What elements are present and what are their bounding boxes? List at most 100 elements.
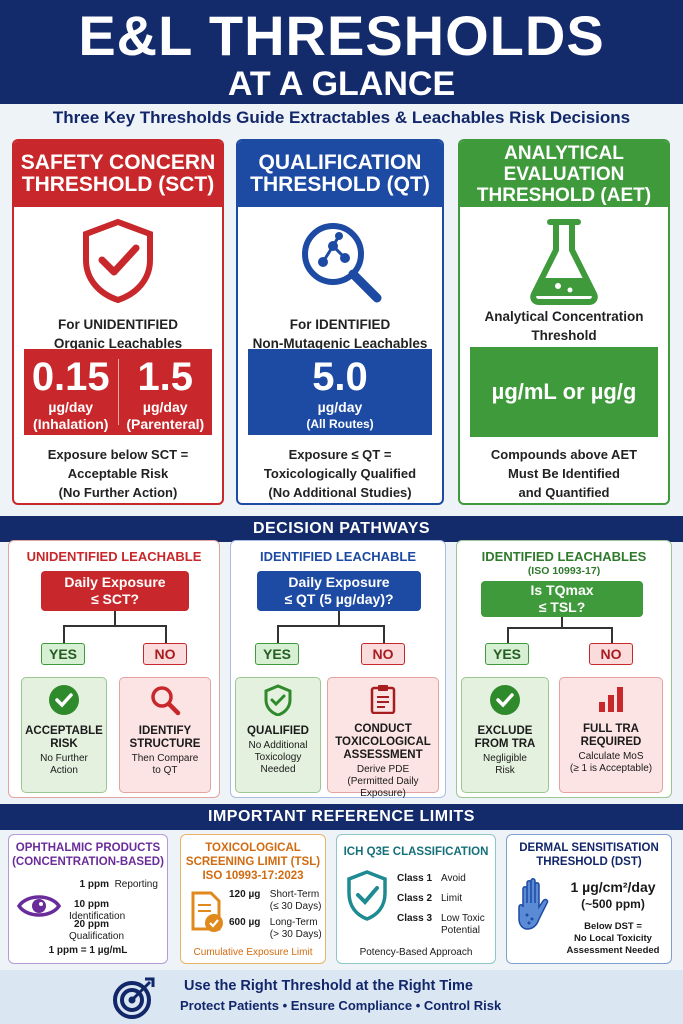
pathway-title: UNIDENTIFIED LEACHABLE — [26, 549, 202, 564]
no-label: NO — [361, 643, 405, 665]
ref-heading-line1: DERMAL SENSITISATION — [519, 842, 659, 854]
connector — [507, 627, 509, 643]
pathway-identified: IDENTIFIED LEACHABLE Daily Exposure ≤ QT… — [230, 540, 446, 799]
result-desc-line2: (Permitted Daily — [347, 776, 419, 787]
qt-card: QUALIFICATION THRESHOLD (QT) For IDENTIF… — [236, 139, 444, 505]
aet-value: µg/mL or µg/g — [470, 347, 658, 437]
sct-inhalation-route: (Inhalation) — [33, 416, 109, 432]
ich-label: Limit — [441, 893, 463, 904]
result-desc-line1: Then Compare — [131, 753, 199, 764]
ref-heading-line2: THRESHOLD (DST) — [536, 856, 642, 868]
oph-label: Identification — [69, 911, 126, 922]
no-label: NO — [143, 643, 187, 665]
aet-scope: Analytical Concentration Threshold — [460, 307, 668, 345]
sct-card: SAFETY CONCERN THRESHOLD (SCT) For UNIDE… — [12, 139, 224, 505]
qt-value: 5.0 — [312, 355, 368, 399]
result-acceptable: ACCEPTABLE RISK No Further Action — [21, 677, 107, 793]
ref-heading-line3: ISO 10993-17:2023 — [202, 870, 304, 882]
tagline: Three Key Thresholds Guide Extractables … — [52, 108, 631, 127]
ich-label-line2: Potential — [441, 925, 480, 936]
qt-note-line3: (No Additional Studies) — [268, 485, 412, 500]
result-exclude: EXCLUDE FROM TRA Negligible Risk — [461, 677, 549, 793]
page-subtitle: AT A GLANCE — [227, 65, 456, 103]
ref-heading: TOXICOLOGICAL SCREENING LIMIT (TSL) ISO … — [181, 841, 325, 883]
tsl-label: Short-Term — [269, 889, 320, 900]
ich-row: Class 2 Limit — [397, 893, 493, 905]
connector — [165, 625, 167, 643]
sct-inhalation-value: 0.15 — [31, 355, 110, 399]
qt-values: 5.0 µg/day (All Routes) — [248, 349, 432, 435]
sct-parenteral: 1.5 µg/day (Parenteral) — [119, 349, 213, 435]
sct-parenteral-unit: µg/day — [142, 399, 188, 415]
oph-value: 10 ppm — [73, 899, 109, 910]
eye-icon — [17, 895, 61, 917]
tsl-label: Long-Term — [269, 917, 318, 928]
result-desc: Derive PDE (Permitted Daily Exposure) — [328, 764, 438, 800]
aet-scope-line1: Analytical Concentration — [484, 309, 644, 324]
tsl-value: 600 µg — [229, 917, 261, 928]
footer-line1: Use the Right Threshold at the Right Tim… — [184, 978, 473, 994]
ich-class: Class 1 — [397, 873, 433, 884]
result-title-line1: CONDUCT — [354, 723, 412, 735]
result-desc-line1: Calculate MoS — [578, 751, 644, 762]
result-title-line2: FROM TRA — [474, 738, 536, 750]
tsl-label-detail: (≤ 30 Days) — [269, 901, 322, 912]
oph-value: 20 ppm — [73, 919, 109, 930]
result-assessment: CONDUCT TOXICOLOGICAL ASSESSMENT Derive PD… — [327, 677, 439, 799]
result-title-line1: EXCLUDE — [477, 725, 533, 737]
tsl-value: 120 µg — [229, 889, 261, 900]
result-desc: Then Compare to QT — [120, 753, 210, 777]
document-check-icon — [191, 891, 223, 932]
tsl-footnote: Cumulative Exposure Limit — [193, 947, 313, 958]
yes-label: YES — [41, 643, 85, 665]
sct-scope: For UNIDENTIFIED Organic Leachables — [14, 315, 222, 353]
qt-note-line2: Toxicologically Qualified — [263, 466, 417, 481]
yes-label: YES — [255, 643, 299, 665]
oph-footnote: 1 ppm = 1 µg/mL — [48, 945, 128, 956]
ich-row: Class 1 Avoid — [397, 873, 493, 885]
result-qualified: QUALIFIED No Additional Toxicology Needed — [235, 677, 321, 793]
check-circle-icon — [49, 685, 79, 715]
pathway-title: IDENTIFIED LEACHABLES (ISO 10993-17) — [457, 549, 671, 579]
target-icon — [113, 977, 155, 1019]
ref-ich: ICH Q3E CLASSIFICATION Class 1 Avoid Clas… — [336, 834, 496, 964]
no-label: NO — [589, 643, 633, 665]
result-title-line1: FULL TRA — [582, 723, 639, 735]
result-desc: Calculate MoS (≥ 1 is Acceptable) — [560, 751, 662, 775]
connector — [63, 625, 65, 643]
oph-label: Reporting — [114, 879, 158, 890]
page-title: E&L THRESHOLDS — [78, 4, 605, 67]
oph-label: Qualification — [69, 931, 125, 942]
connector — [277, 625, 385, 627]
result-full-tra: FULL TRA REQUIRED Calculate MoS (≥ 1 is Ac… — [559, 677, 663, 793]
footer: Use the Right Threshold at the Right Tim… — [0, 970, 683, 1024]
sct-note-line3: (No Further Action) — [58, 485, 178, 500]
decision-box: Is TQmax ≤ TSL? — [481, 581, 643, 617]
result-desc-line3: Exposure) — [360, 788, 406, 799]
result-title-line2: TOXICOLOGICAL — [335, 736, 431, 748]
qt-unit: µg/day — [317, 399, 363, 415]
decision-line1: Daily Exposure — [64, 574, 166, 590]
pathway-title-line2: (ISO 10993-17) — [527, 565, 601, 577]
qt-note: Exposure ≤ QT = Toxicologically Qualifie… — [238, 445, 442, 502]
sct-parenteral-route: (Parenteral) — [126, 416, 205, 432]
tsl-row-long: 600 µg Long-Term (> 30 Days) — [229, 917, 325, 941]
header-banner: E&L THRESHOLDS AT A GLANCE — [0, 0, 683, 104]
oph-row: 10 ppm Identification — [69, 899, 165, 923]
result-desc: Negligible Risk — [462, 753, 548, 777]
sct-inhalation: 0.15 µg/day (Inhalation) — [24, 349, 118, 435]
bar-chart-icon — [599, 687, 623, 712]
qt-scope-line1: For IDENTIFIED — [289, 317, 391, 332]
connector — [277, 625, 279, 643]
connector — [114, 611, 116, 625]
aet-note-line2: Must Be Identified — [508, 466, 620, 481]
oph-row: 1 ppm Reporting — [69, 879, 165, 891]
pathways-title: DECISION PATHWAYS — [0, 516, 683, 542]
result-title-line2: REQUIRED — [580, 736, 642, 748]
refs-title: IMPORTANT REFERENCE LIMITS — [0, 804, 683, 830]
result-desc-line2: Toxicology — [254, 752, 302, 763]
qt-scope-line2: Non-Mutagenic Leachables — [252, 336, 428, 351]
pathway-title-line1: IDENTIFIED LEACHABLES — [481, 549, 647, 564]
dst-note: Below DST = No Local Toxicity Assessment… — [555, 921, 671, 957]
sct-note-line1: Exposure below SCT = — [47, 447, 189, 462]
